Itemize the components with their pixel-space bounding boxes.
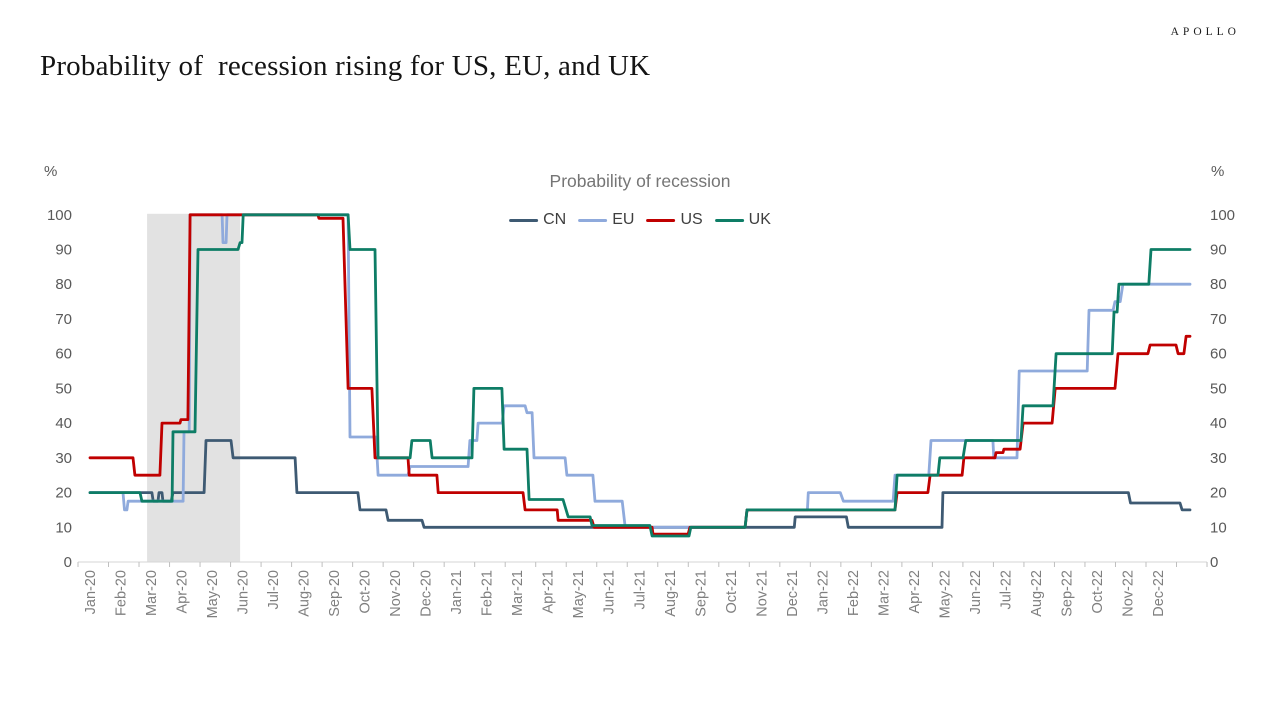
x-axis-label: Feb-20 — [114, 570, 130, 616]
x-axis-label: Aug-21 — [663, 570, 679, 617]
x-axis-label: Dec-21 — [785, 570, 801, 617]
x-axis-label: Apr-20 — [175, 570, 191, 614]
legend-item-EU: EU — [578, 211, 634, 229]
legend-label-US: US — [680, 211, 703, 228]
legend-swatch-US — [646, 218, 676, 222]
y-axis-unit-right: % — [1211, 163, 1225, 180]
x-axis-label: Dec-20 — [419, 570, 435, 617]
y-axis-label-right: 90 — [1210, 242, 1227, 259]
y-axis-label-right: 40 — [1210, 415, 1227, 432]
y-axis-label-right: 10 — [1210, 519, 1227, 536]
x-axis-label: Mar-22 — [876, 570, 892, 616]
x-axis-label: Nov-21 — [754, 570, 770, 617]
series-line-UK — [88, 213, 1192, 538]
y-axis-label-right: 60 — [1210, 346, 1227, 363]
y-axis-label-left: 20 — [55, 485, 72, 502]
y-axis-label-left: 10 — [55, 519, 72, 536]
legend-swatch-CN — [509, 218, 539, 222]
x-axis-label: Oct-22 — [1090, 570, 1106, 614]
x-axis-label: Feb-21 — [480, 570, 496, 616]
y-axis-label-right: 30 — [1210, 450, 1227, 467]
y-axis-label-right: 50 — [1210, 380, 1227, 397]
apollo-logo: APOLLO — [1170, 26, 1240, 38]
x-axis-label: Jun-21 — [602, 570, 618, 614]
y-axis-label-left: 30 — [55, 450, 72, 467]
x-axis-label: Oct-21 — [724, 570, 740, 614]
legend-item-CN: CN — [509, 211, 566, 229]
x-axis-label: May-21 — [571, 570, 587, 618]
series-line-EU — [88, 213, 1192, 529]
series-line-US — [88, 213, 1192, 536]
y-axis-label-left: 90 — [55, 242, 72, 259]
legend-label-UK: UK — [748, 211, 771, 228]
legend-item-US: US — [646, 211, 703, 229]
legend-label-CN: CN — [543, 211, 567, 228]
x-axis-label: Apr-22 — [907, 570, 923, 614]
recession-shading-band — [147, 213, 241, 563]
x-axis-label: Aug-20 — [297, 570, 313, 617]
x-axis-label: Oct-20 — [358, 570, 374, 614]
legend-swatch-UK — [714, 218, 744, 222]
x-axis-label: Dec-22 — [1151, 570, 1167, 617]
x-axis-label: Sep-22 — [1059, 570, 1075, 617]
y-axis-label-left: 40 — [55, 415, 72, 432]
y-axis-label-right: 100 — [1210, 207, 1235, 224]
legend-label-EU: EU — [612, 211, 635, 228]
y-axis-label-right: 80 — [1210, 276, 1227, 293]
x-axis-label: Jul-21 — [632, 570, 648, 610]
y-axis-label-left: 60 — [55, 346, 72, 363]
y-axis-label-left: 70 — [55, 311, 72, 328]
y-axis-label-right: 70 — [1210, 311, 1227, 328]
x-axis-label: Jan-22 — [815, 570, 831, 614]
x-axis-label: Jun-22 — [968, 570, 984, 614]
y-axis-label-left: 100 — [47, 207, 72, 224]
x-axis-label: Nov-20 — [388, 570, 404, 617]
y-axis-label-right: 0 — [1210, 554, 1218, 571]
legend-item-UK: UK — [714, 211, 771, 229]
y-axis-label-right: 20 — [1210, 485, 1227, 502]
x-axis-label: May-20 — [205, 570, 221, 618]
chart-title: Probability of recession — [549, 171, 731, 191]
x-axis-label: Aug-22 — [1029, 570, 1045, 617]
y-axis-label-left: 80 — [55, 276, 72, 293]
x-axis-label: Mar-21 — [510, 570, 526, 616]
y-axis-label-left: 50 — [55, 380, 72, 397]
chart-legend: CN EU US UK — [509, 211, 771, 229]
x-axis-label: Nov-22 — [1120, 570, 1136, 617]
x-axis-label: Sep-20 — [327, 570, 343, 617]
series-line-CN — [88, 439, 1192, 529]
x-axis-label: Sep-21 — [693, 570, 709, 617]
x-axis-label: Apr-21 — [541, 570, 557, 614]
y-axis-unit-left: % — [44, 163, 58, 180]
x-axis-label: Jul-20 — [266, 570, 282, 610]
x-axis-label: Jul-22 — [998, 570, 1014, 610]
page-title: Probability of recession rising for US, … — [40, 50, 651, 82]
x-axis-label: Feb-22 — [846, 570, 862, 616]
x-axis-label: May-22 — [937, 570, 953, 618]
legend-swatch-EU — [578, 218, 608, 222]
x-axis-label: Jan-21 — [449, 570, 465, 614]
x-axis-label: Jan-20 — [83, 570, 99, 614]
x-axis-label: Jun-20 — [236, 570, 252, 614]
y-axis-label-left: 0 — [64, 554, 72, 571]
x-axis-label: Mar-20 — [144, 570, 160, 616]
